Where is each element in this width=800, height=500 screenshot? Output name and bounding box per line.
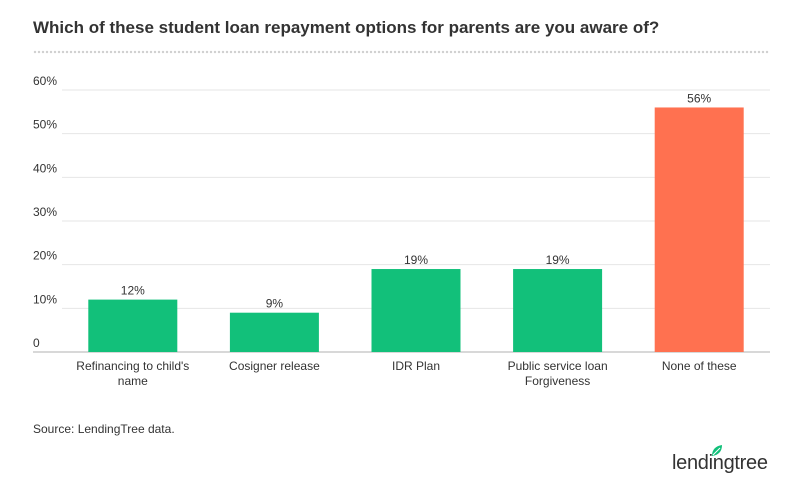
title-divider [33,50,769,54]
y-tick-label: 30% [33,205,57,219]
data-label: 56% [687,91,711,105]
y-tick-label: 50% [33,118,57,132]
data-label: 19% [546,253,570,267]
data-label: 19% [404,253,428,267]
x-tick-label: Refinancing to child's [76,359,189,373]
bar [229,312,319,352]
x-tick-label: name [118,374,148,388]
x-tick-label: Cosigner release [229,359,320,373]
data-label: 12% [121,284,145,298]
bar [371,269,461,352]
x-tick-label: IDR Plan [392,359,440,373]
y-tick-label: 40% [33,161,57,175]
y-tick-label: 60% [33,74,57,88]
leaf-icon [712,445,722,456]
logo-wordmark: lendingtree [672,452,768,474]
y-tick-label: 20% [33,249,57,263]
x-tick-label: None of these [662,359,737,373]
data-label: 9% [266,297,284,311]
bar-chart: 0 10% 20% 30% 40% 50% 60% 12% Refinancing to chi… [33,74,770,388]
y-tick-label: 0 [33,336,40,350]
source-note: Source: LendingTree data. [33,422,175,436]
lendingtree-logo: lendingtree [672,445,768,475]
chart-title: Which of these student loan repayment op… [33,18,660,37]
bar [88,299,178,352]
x-tick-label: Forgiveness [525,374,590,388]
bar [513,269,603,352]
y-tick-label: 10% [33,292,57,306]
bar [654,107,744,352]
x-tick-label: Public service loan [508,359,608,373]
